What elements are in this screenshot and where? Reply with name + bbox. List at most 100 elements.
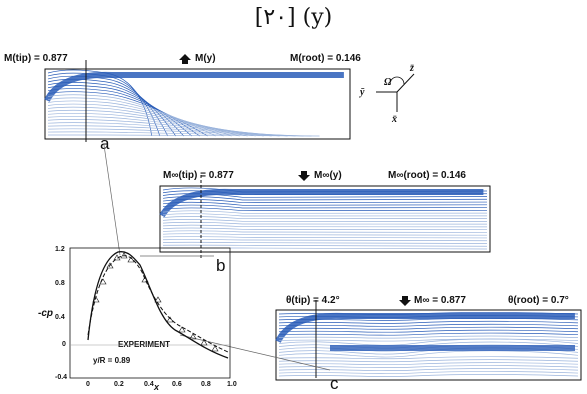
panel-b-contour [162, 233, 488, 236]
cp-ylabel: -cp [38, 308, 53, 319]
panel-b-contour [162, 221, 488, 225]
panel-c-root-label: θ(root) = 0.7° [508, 295, 569, 306]
panel-c-contour [278, 318, 579, 321]
cp-x-tick: 0.8 [201, 381, 211, 388]
panel-b-contour [162, 239, 488, 242]
panel-a-contour [47, 116, 272, 137]
panel-b-tip-label: M∞(tip) = 0.877 [163, 170, 234, 181]
panel-b-contour [162, 193, 488, 198]
experiment-point [99, 278, 107, 285]
panel-b-arrow-label: M∞(y) [314, 170, 342, 181]
cp-y-tick: 1.2 [55, 246, 65, 253]
panel-a-contour [47, 85, 192, 137]
panel-b-contour [162, 244, 488, 247]
cp-y-tick: 0.8 [55, 280, 65, 287]
experiment-point [92, 296, 100, 303]
cp-station-label: y/R = 0.89 [93, 356, 131, 365]
panel-b-contour [162, 201, 488, 206]
up-arrow-icon [178, 52, 192, 64]
cp-y-tick: 0.4 [55, 314, 65, 321]
down-arrow-icon [398, 294, 412, 306]
panel-c-shock-band [275, 312, 575, 343]
panel-b-contour [162, 204, 488, 209]
cp-dashed-line [87, 255, 229, 353]
panel-c-arrow-label: M∞ = 0.877 [414, 295, 466, 306]
experiment-point [113, 254, 121, 261]
experiment-point [200, 339, 208, 346]
panel-b-contour [162, 187, 488, 193]
omega-arc [389, 76, 405, 85]
panel-b-contour [162, 230, 488, 233]
z-axis-label: z̄ [410, 63, 414, 74]
cp-legend: EXPERIMENT [118, 340, 171, 349]
panel-a-contour [47, 122, 288, 137]
cp-y-tick: 0 [62, 341, 66, 348]
experiment-point [166, 316, 174, 323]
panel-b-contour [162, 213, 488, 217]
panel-a-contour [47, 112, 264, 137]
panel-a-tip-label: M(tip) = 0.877 [4, 53, 68, 64]
panel-b-contour [162, 241, 488, 244]
cp-x-tick: 0.4 [144, 381, 154, 388]
experiment-point [178, 326, 186, 333]
panel-a-contour [47, 125, 296, 137]
cp-y-tick: -0.4 [55, 374, 68, 381]
cp-x-tick: 0 [86, 381, 90, 388]
panel-a-contour [47, 88, 200, 137]
panel-c-contour [278, 321, 579, 324]
panel-b-letter: b [216, 256, 226, 275]
panel-c-contour [278, 338, 579, 342]
panel-a-arrow-label: M(y) [195, 53, 216, 64]
panel-a-letter: a [100, 134, 110, 153]
panel-c-tip-label: θ(tip) = 4.2° [286, 295, 340, 306]
panel-b-shock-band [159, 188, 484, 218]
panel-b-contour [162, 190, 488, 196]
panel-b-contour [162, 224, 488, 228]
panel-c-contour [278, 371, 579, 374]
panel-b-contour [162, 207, 488, 212]
experiment-point [106, 262, 114, 269]
panel-a-contour [47, 128, 304, 137]
panel-c-contour [278, 329, 579, 333]
panel-a-contour [47, 131, 312, 137]
panel-a-root-label: M(root) = 0.146 [290, 53, 361, 64]
panel-b-contour [162, 210, 488, 214]
cp-x-tick: 1.0 [227, 381, 237, 388]
panel-c-contour [278, 335, 579, 339]
panel-c-contour [278, 338, 579, 346]
panel-b-contour [162, 199, 488, 204]
experiment-point [141, 276, 149, 283]
panel-c-contour [278, 332, 579, 336]
experiment-point [154, 296, 162, 303]
cp-x-tick: 0.6 [172, 381, 182, 388]
panel-c-contour [278, 315, 579, 318]
cp-x-tick: 0.2 [114, 381, 124, 388]
cp-xlabel: x [154, 382, 160, 392]
panel-c-contour [278, 323, 579, 327]
down-arrow-icon [297, 169, 311, 181]
panel-b-contour [162, 227, 488, 231]
panel-c-contour [278, 312, 579, 315]
y-axis-label: ȳ [360, 87, 365, 98]
panel-c-blue-band [330, 345, 575, 351]
figure-title: [٢٠] (y) [254, 5, 333, 30]
experiment-point [189, 333, 197, 340]
experiment-point [211, 345, 219, 352]
panel-c-contour [278, 326, 579, 330]
panel-b-contour [162, 236, 488, 239]
experiment-point [120, 252, 128, 259]
panel-a-contour [48, 134, 320, 137]
panel-b-contour [162, 219, 488, 222]
panel-c-letter: c [330, 374, 339, 393]
panel-c-contour [278, 350, 579, 358]
panel-c-contour [278, 362, 579, 366]
z-axis-arrow [396, 73, 415, 93]
panel-c-contour [278, 365, 579, 369]
panel-a-contour [47, 109, 256, 137]
omega-label: Ω [384, 77, 392, 88]
cp-plot-frame [69, 247, 231, 379]
panel-c-contour [278, 374, 579, 377]
connector-a [103, 144, 121, 256]
cp-computed-line [87, 251, 229, 359]
